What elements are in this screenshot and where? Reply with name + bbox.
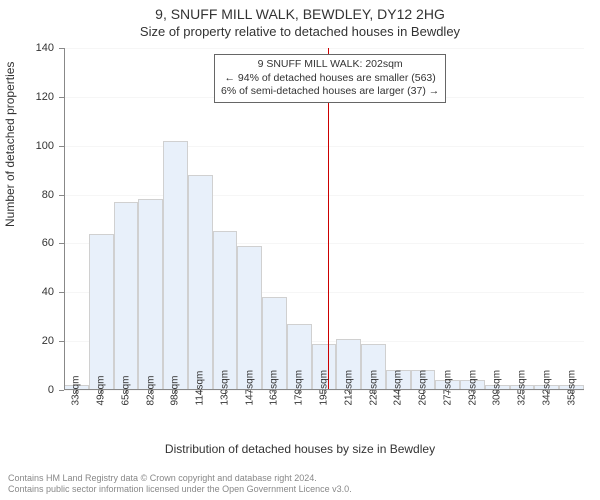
y-tick-label: 120 <box>14 91 54 103</box>
y-tick-label: 40 <box>14 286 54 298</box>
annotation-line1: 9 SNUFF MILL WALK: 202sqm <box>221 58 439 72</box>
y-tick-label: 140 <box>14 42 54 54</box>
y-tick-mark <box>59 390 64 391</box>
annotation-line2: ← 94% of detached houses are smaller (56… <box>221 72 439 86</box>
chart-plot-area: 020406080100120140 33sqm49sqm65sqm82sqm9… <box>64 48 584 390</box>
chart-title-main: 9, SNUFF MILL WALK, BEWDLEY, DY12 2HG <box>0 0 600 22</box>
attribution-text: Contains HM Land Registry data © Crown c… <box>8 473 352 496</box>
y-axis-line <box>64 48 65 390</box>
attribution-line2: Contains public sector information licen… <box>8 484 352 496</box>
y-tick-label: 60 <box>14 237 54 249</box>
x-axis-line <box>64 389 584 390</box>
y-tick-label: 20 <box>14 335 54 347</box>
y-tick-label: 0 <box>14 384 54 396</box>
annotation-box: 9 SNUFF MILL WALK: 202sqm ← 94% of detac… <box>214 54 446 103</box>
y-tick-label: 100 <box>14 140 54 152</box>
chart-title-sub: Size of property relative to detached ho… <box>0 22 600 39</box>
y-tick-label: 80 <box>14 189 54 201</box>
annotation-line3: 6% of semi-detached houses are larger (3… <box>221 85 439 99</box>
chart-container: 9, SNUFF MILL WALK, BEWDLEY, DY12 2HG Si… <box>0 0 600 500</box>
x-axis-title: Distribution of detached houses by size … <box>0 442 600 456</box>
attribution-line1: Contains HM Land Registry data © Crown c… <box>8 473 352 485</box>
